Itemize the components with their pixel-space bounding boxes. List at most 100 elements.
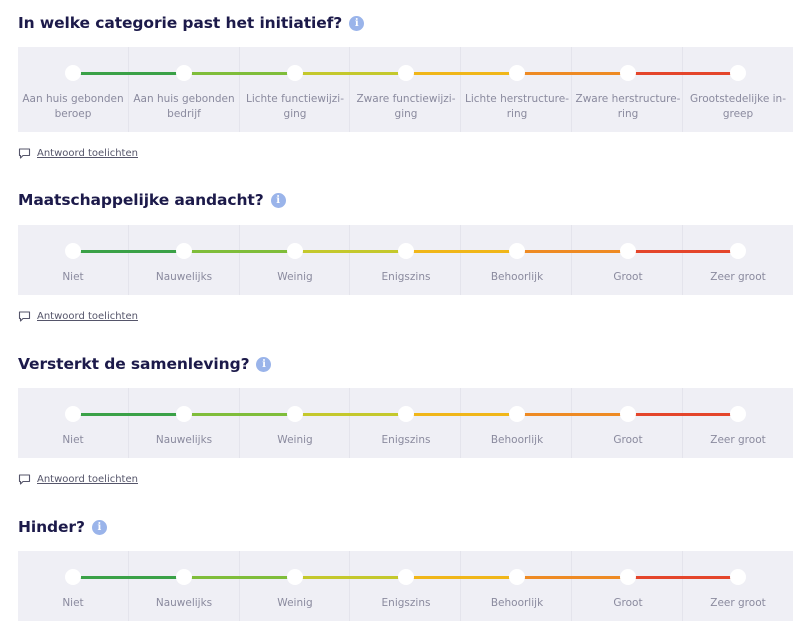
scale-dot[interactable] — [730, 65, 746, 81]
scale-dot[interactable] — [176, 65, 192, 81]
scale-option-2[interactable] — [128, 388, 239, 458]
scale-option-4[interactable] — [349, 225, 460, 295]
scale-label: Behoorlijk — [490, 271, 544, 283]
info-icon[interactable]: i — [270, 192, 286, 208]
scale-option-5[interactable] — [460, 47, 571, 132]
scale-dot[interactable] — [65, 65, 81, 81]
scale-label: Groot — [613, 434, 643, 446]
track-segment-4 — [406, 250, 517, 253]
scale-dot[interactable] — [730, 243, 746, 259]
scale-dot[interactable] — [287, 243, 303, 259]
scale-option-5[interactable] — [460, 225, 571, 295]
track-segment-2 — [184, 250, 295, 253]
scale-option-3[interactable] — [239, 388, 350, 458]
scale-label: Niet — [62, 271, 84, 283]
scale-option-6[interactable] — [571, 551, 682, 621]
track-segment-2 — [184, 576, 295, 579]
scale-option-2[interactable] — [128, 225, 239, 295]
scale-dot[interactable] — [398, 243, 414, 259]
question-title: Versterkt de samenleving? i — [18, 355, 272, 373]
scale-dot[interactable] — [398, 406, 414, 422]
scale-dot[interactable] — [287, 569, 303, 585]
track-segment-6 — [628, 576, 738, 579]
scale-dot[interactable] — [509, 569, 525, 585]
scale-dot[interactable] — [65, 243, 81, 259]
scale-dot[interactable] — [509, 65, 525, 81]
scale-dot[interactable] — [176, 406, 192, 422]
track-segment-1 — [73, 413, 184, 416]
scale-label: Behoorlijk — [490, 597, 544, 609]
scale-panel: Niet Nauwelijks Weinig Enigszins Behoorl… — [18, 551, 793, 621]
track-segment-2 — [184, 72, 295, 75]
scale-label: Zware herstructure-ring — [575, 93, 681, 120]
scale-option-7[interactable] — [682, 225, 794, 295]
scale-option-2[interactable] — [128, 551, 239, 621]
scale-dot[interactable] — [398, 65, 414, 81]
scale-dot[interactable] — [509, 406, 525, 422]
scale-label: Behoorlijk — [490, 434, 544, 446]
track-segment-6 — [628, 413, 738, 416]
scale-option-6[interactable] — [571, 388, 682, 458]
scale-label: Zeer groot — [710, 597, 766, 609]
scale-dot[interactable] — [398, 569, 414, 585]
scale-dot[interactable] — [620, 406, 636, 422]
scale-panel: Niet Nauwelijks Weinig Enigszins Behoorl… — [18, 225, 793, 295]
scale-dot[interactable] — [287, 65, 303, 81]
scale-dot[interactable] — [176, 243, 192, 259]
scale-label: Niet — [62, 434, 84, 446]
track-segment-4 — [406, 413, 517, 416]
info-icon[interactable]: i — [349, 15, 365, 31]
comment-link[interactable]: Antwoord toelichten — [18, 148, 138, 159]
scale-dot[interactable] — [730, 406, 746, 422]
scale-option-7[interactable] — [682, 388, 794, 458]
track-segment-5 — [517, 72, 628, 75]
scale-option-2[interactable] — [128, 47, 239, 132]
track-segment-4 — [406, 576, 517, 579]
scale-option-6[interactable] — [571, 47, 682, 132]
scale-option-3[interactable] — [239, 47, 350, 132]
track-segment-5 — [517, 413, 628, 416]
comment-link[interactable]: Antwoord toelichten — [18, 311, 138, 322]
track-segment-1 — [73, 72, 184, 75]
scale-dot[interactable] — [287, 406, 303, 422]
scale-label: Zeer groot — [710, 434, 766, 446]
scale-option-7[interactable] — [682, 551, 794, 621]
scale-option-6[interactable] — [571, 225, 682, 295]
track-segment-6 — [628, 250, 738, 253]
scale-label: Aan huis gebonden beroep — [22, 93, 124, 120]
scale-dot[interactable] — [65, 569, 81, 585]
scale-option-5[interactable] — [460, 551, 571, 621]
scale-dot[interactable] — [65, 406, 81, 422]
info-icon[interactable]: i — [91, 519, 107, 535]
scale-dot[interactable] — [620, 569, 636, 585]
scale-dot[interactable] — [509, 243, 525, 259]
scale-option-4[interactable] — [349, 388, 460, 458]
speech-bubble-icon — [18, 148, 31, 159]
scale-label: Enigszins — [381, 597, 431, 609]
scale-label: Enigszins — [381, 271, 431, 283]
scale-option-4[interactable] — [349, 551, 460, 621]
scale-option-3[interactable] — [239, 225, 350, 295]
scale-dot[interactable] — [730, 569, 746, 585]
comment-link[interactable]: Antwoord toelichten — [18, 474, 138, 485]
scale-panel: Niet Nauwelijks Weinig Enigszins Behoorl… — [18, 388, 793, 458]
scale-label: Aan huis gebonden bedrijf — [133, 93, 235, 120]
scale-option-4[interactable] — [349, 47, 460, 132]
question-title: Maatschappelijke aandacht? i — [18, 191, 286, 209]
track-segment-3 — [295, 576, 406, 579]
scale-label: Enigszins — [381, 434, 431, 446]
scale-option-5[interactable] — [460, 388, 571, 458]
question-title: Hinder? i — [18, 518, 107, 536]
scale-option-7[interactable] — [682, 47, 794, 132]
scale-option-3[interactable] — [239, 551, 350, 621]
track-segment-5 — [517, 576, 628, 579]
scale-dot[interactable] — [620, 243, 636, 259]
speech-bubble-icon — [18, 474, 31, 485]
scale-label: Niet — [62, 597, 84, 609]
scale-dot[interactable] — [176, 569, 192, 585]
scale-label: Weinig — [277, 271, 313, 283]
scale-label: Nauwelijks — [155, 597, 213, 609]
info-icon[interactable]: i — [256, 356, 272, 372]
scale-label: Nauwelijks — [155, 271, 213, 283]
scale-dot[interactable] — [620, 65, 636, 81]
